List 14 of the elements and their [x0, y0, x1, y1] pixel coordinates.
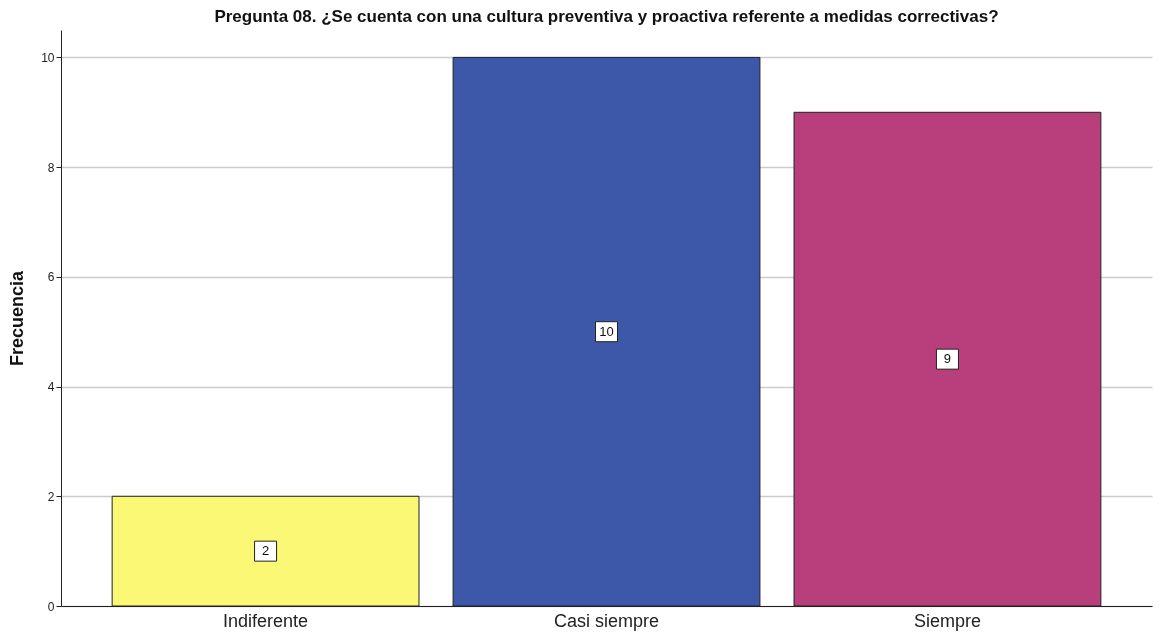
- data-label: 2: [261, 543, 270, 559]
- y-tick-label: 8: [47, 160, 55, 175]
- x-tick-label: Indiferente: [223, 610, 309, 631]
- y-tick-label: 0: [47, 599, 55, 614]
- chart-title: Pregunta 08. ¿Se cuenta con una cultura preventiva y proactiva referente a medidas correctivas?: [214, 7, 999, 26]
- y-axis-title: Frecuencia: [7, 269, 28, 367]
- y-tick-label: 6: [47, 270, 55, 285]
- y-tick-label: 2: [47, 489, 55, 504]
- y-tick-label: 10: [41, 50, 55, 65]
- y-tick-label: 4: [47, 380, 55, 395]
- x-tick-label: Casi siempre: [553, 610, 660, 631]
- data-label: 10: [599, 323, 614, 339]
- x-tick-label: Siempre: [913, 610, 981, 631]
- data-label: 9: [943, 351, 952, 367]
